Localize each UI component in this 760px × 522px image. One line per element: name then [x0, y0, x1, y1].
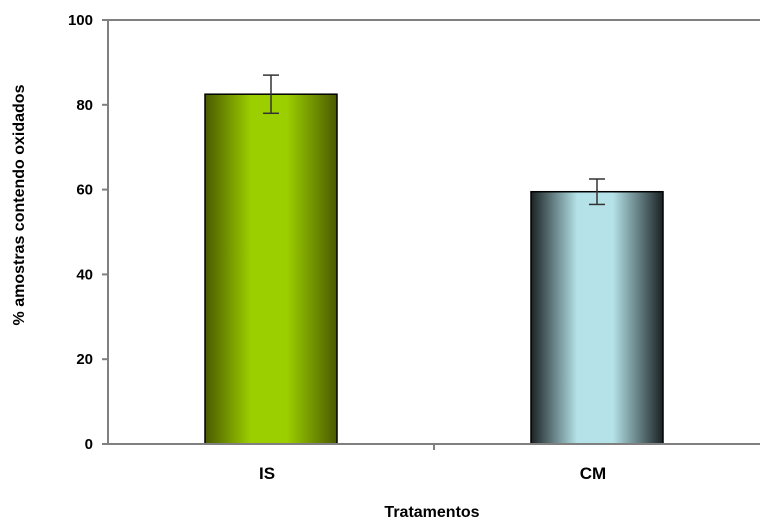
x-tick-label: CM	[580, 464, 606, 483]
y-tick-label: 100	[68, 12, 93, 29]
bars-group	[204, 93, 664, 445]
error-bars-group	[263, 74, 605, 206]
error-bar-cm	[589, 178, 605, 206]
bar-cm	[530, 190, 664, 445]
x-tick-label: IS	[259, 464, 275, 483]
y-axis-title: % amostras contendo oxidados	[11, 84, 28, 325]
y-tick-label: 40	[76, 266, 93, 283]
bar-is	[204, 93, 338, 445]
y-tick-label: 80	[76, 97, 93, 114]
error-bar-is	[263, 74, 279, 115]
axes-group	[102, 19, 760, 450]
y-tick-label: 0	[85, 436, 93, 453]
x-axis-title: Tratamentos	[384, 504, 479, 521]
y-tick-label: 60	[76, 182, 93, 199]
y-tick-label: 20	[76, 351, 93, 368]
labels-group: IS CM 0 20 40 60 80 100	[68, 12, 606, 483]
